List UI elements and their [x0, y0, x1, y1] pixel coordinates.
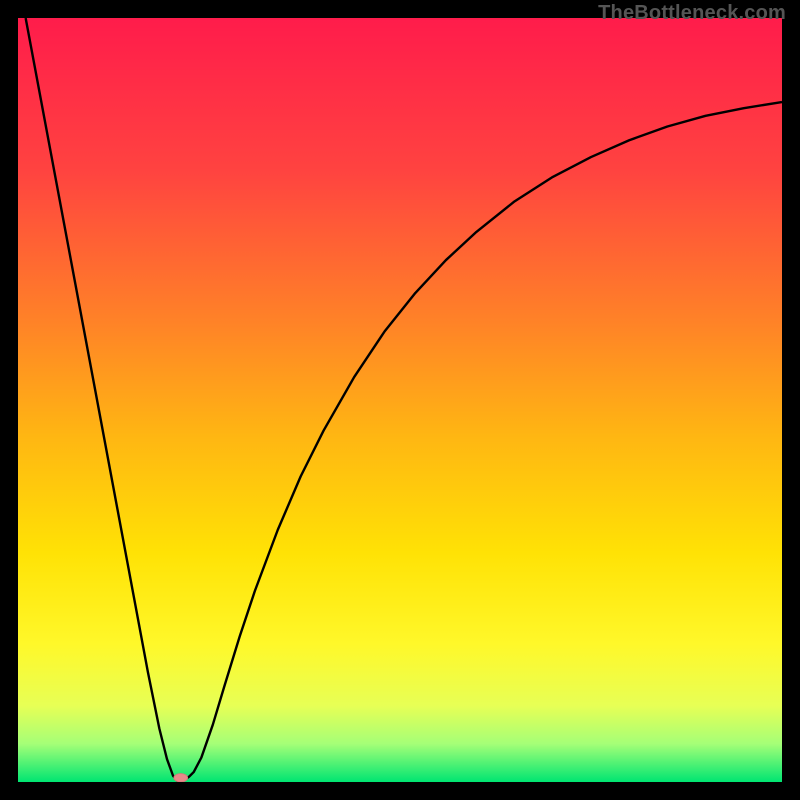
bottleneck-curve-chart — [18, 18, 782, 782]
minimum-marker — [174, 774, 188, 782]
plot-background — [18, 18, 782, 782]
watermark-text: TheBottleneck.com — [598, 2, 786, 25]
chart-frame: TheBottleneck.com — [0, 0, 800, 800]
